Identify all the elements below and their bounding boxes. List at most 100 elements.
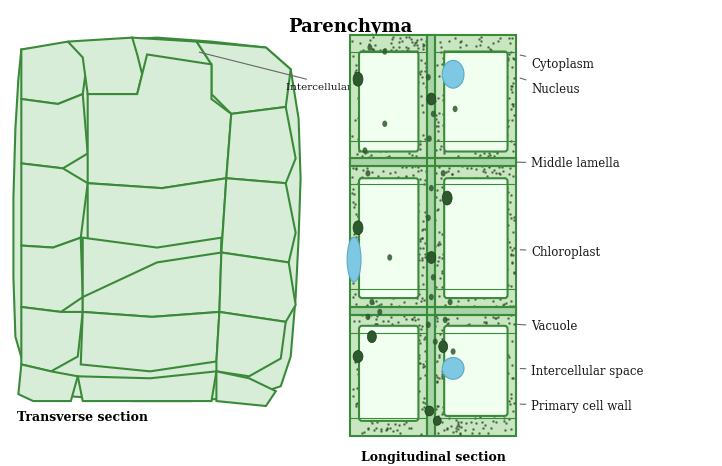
FancyBboxPatch shape [359,178,419,298]
Point [419,333,430,341]
Point [374,139,386,147]
Point [396,48,407,55]
Point [472,275,484,283]
Point [427,411,439,419]
Point [424,78,435,86]
Point [479,149,490,157]
Point [440,315,452,323]
Point [430,98,441,105]
Point [402,121,414,129]
Point [478,318,490,326]
Point [394,268,406,275]
Point [433,375,445,382]
Point [381,338,393,345]
Point [428,226,440,233]
Point [445,215,457,222]
Ellipse shape [429,185,434,192]
Point [371,396,383,403]
Point [473,253,484,260]
Point [508,161,520,169]
Point [451,263,463,270]
Point [503,353,514,360]
Point [422,264,434,272]
Point [352,347,364,355]
Point [366,419,378,427]
Point [474,241,485,249]
Point [443,164,455,172]
Point [428,52,440,59]
Point [443,143,454,150]
Point [483,223,495,230]
Point [418,394,430,401]
Point [425,122,437,129]
Point [440,147,452,154]
Point [365,311,377,318]
Point [397,377,409,384]
Point [391,58,402,66]
Point [398,155,409,163]
Point [484,86,496,94]
Point [373,194,385,202]
Point [404,33,415,41]
Point [431,357,443,364]
Point [422,139,434,146]
Point [506,337,518,344]
Point [369,41,380,49]
Point [371,119,383,126]
Point [465,418,477,425]
Point [493,280,505,288]
Point [351,399,362,407]
Point [432,136,444,144]
Point [494,264,505,271]
Point [375,425,387,432]
Point [448,74,459,82]
Point [406,408,417,415]
Point [464,340,476,348]
Point [496,251,508,259]
Point [507,375,518,382]
Point [484,354,495,361]
Point [353,330,365,337]
Point [367,91,378,98]
Point [436,267,448,274]
Point [481,398,492,405]
Point [437,61,448,68]
Point [423,276,435,284]
Point [406,425,417,432]
Point [350,240,362,247]
Point [381,125,393,132]
Point [441,189,453,197]
Point [362,118,374,125]
Point [439,378,451,386]
Point [380,98,391,106]
Point [481,411,492,418]
Point [460,215,471,222]
Point [411,385,422,393]
Point [458,397,470,404]
Point [402,44,414,52]
Point [399,401,411,409]
Point [494,295,505,303]
Point [463,198,474,205]
Point [450,79,461,86]
Point [476,92,487,100]
Point [462,278,474,286]
Point [362,230,373,238]
Point [453,401,465,408]
Point [348,270,360,278]
Point [499,197,510,205]
Point [388,43,399,51]
Point [477,162,488,169]
Point [401,33,412,41]
Point [458,48,469,56]
Point [508,320,520,328]
Point [436,411,448,418]
Point [362,58,373,65]
Point [457,146,469,154]
Point [352,266,364,273]
Point [400,43,412,50]
Point [432,402,444,409]
Point [426,76,438,83]
Point [368,368,380,375]
Point [380,425,392,433]
